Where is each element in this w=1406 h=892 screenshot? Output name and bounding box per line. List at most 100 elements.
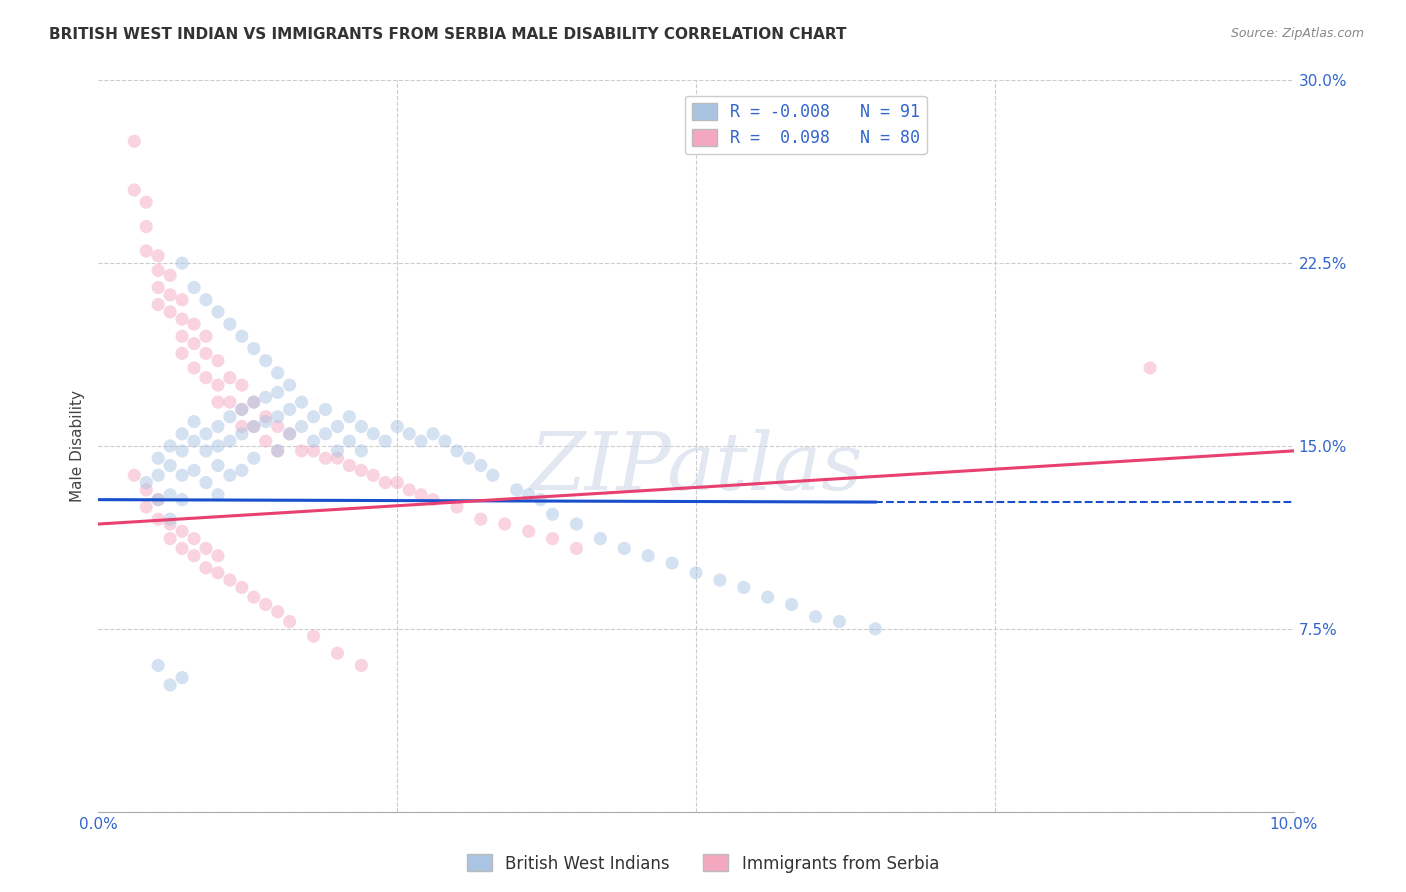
Point [183,280,205,294]
Point [470,512,492,526]
Point [183,434,205,449]
Point [159,678,181,692]
Point [661,556,683,570]
Point [231,402,253,417]
Point [541,508,564,522]
Point [207,488,229,502]
Point [315,451,337,466]
Point [219,468,242,483]
Point [243,342,266,356]
Point [195,346,218,360]
Point [756,590,779,604]
Point [172,426,194,441]
Point [315,402,337,417]
Point [148,263,170,277]
Point [637,549,659,563]
Point [243,590,266,604]
Point [302,443,325,458]
Point [124,468,146,483]
Point [172,312,194,326]
Point [135,219,157,234]
Point [254,409,277,424]
Point [267,409,290,424]
Point [219,409,242,424]
Point [254,434,277,449]
Point [172,443,194,458]
Point [207,395,229,409]
Point [148,451,170,466]
Point [363,468,385,483]
Point [422,426,444,441]
Y-axis label: Male Disability: Male Disability [69,390,84,502]
Point [613,541,636,556]
Point [231,463,253,477]
Point [254,598,277,612]
Point [398,426,420,441]
Point [159,288,181,302]
Point [207,458,229,473]
Point [350,419,373,434]
Point [350,463,373,477]
Point [291,395,314,409]
Point [470,458,492,473]
Point [339,409,361,424]
Point [733,581,755,595]
Point [195,329,218,343]
Point [231,426,253,441]
Point [172,329,194,343]
Point [172,468,194,483]
Point [207,378,229,392]
Point [315,426,337,441]
Point [517,488,540,502]
Point [385,475,409,490]
Point [135,195,157,210]
Point [291,419,314,434]
Point [458,451,481,466]
Point [159,532,181,546]
Point [207,353,229,368]
Point [243,451,266,466]
Point [291,443,314,458]
Point [148,512,170,526]
Point [267,443,290,458]
Point [148,492,170,507]
Point [159,512,181,526]
Point [172,346,194,360]
Point [219,317,242,331]
Point [385,419,409,434]
Point [302,409,325,424]
Point [135,483,157,497]
Point [589,532,612,546]
Point [148,280,170,294]
Point [434,434,457,449]
Point [219,395,242,409]
Point [195,561,218,575]
Point [135,500,157,514]
Point [231,329,253,343]
Point [148,249,170,263]
Point [446,443,468,458]
Point [159,488,181,502]
Point [267,366,290,380]
Point [172,541,194,556]
Point [231,419,253,434]
Point [243,419,266,434]
Point [159,516,181,531]
Point [183,317,205,331]
Point [183,463,205,477]
Point [148,492,170,507]
Point [207,566,229,580]
Point [195,541,218,556]
Point [339,434,361,449]
Point [326,443,349,458]
Point [267,419,290,434]
Point [267,385,290,400]
Point [278,402,301,417]
Point [374,475,396,490]
Point [219,573,242,587]
Point [172,256,194,270]
Point [302,629,325,643]
Point [231,581,253,595]
Legend: R = -0.008   N = 91, R =  0.098   N = 80: R = -0.008 N = 91, R = 0.098 N = 80 [685,96,927,154]
Point [267,605,290,619]
